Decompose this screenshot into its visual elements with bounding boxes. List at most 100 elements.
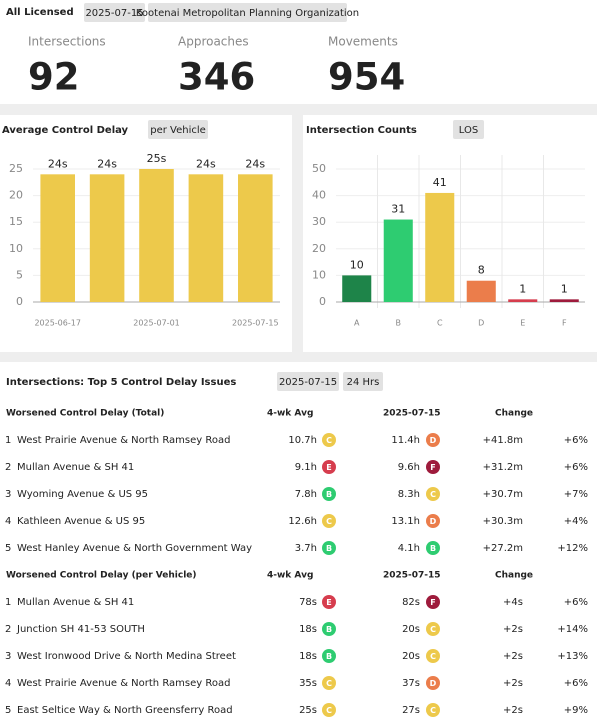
grade-letter: C bbox=[430, 625, 436, 634]
y-tick-label: 0 bbox=[319, 295, 326, 308]
avg-delay: 25s bbox=[299, 705, 317, 716]
bar bbox=[139, 169, 174, 302]
grade-letter: C bbox=[430, 652, 436, 661]
chart-title: Intersection Counts bbox=[306, 125, 417, 136]
y-tick-label: 10 bbox=[312, 268, 326, 281]
grade-badge bbox=[322, 514, 336, 528]
grade-badge bbox=[322, 433, 336, 447]
bar bbox=[89, 174, 125, 302]
grade-letter: C bbox=[326, 706, 332, 715]
table-date-filter[interactable]: 2025-07-15 bbox=[279, 377, 337, 388]
current-delay: 82s bbox=[402, 597, 420, 608]
current-delay: 13.1h bbox=[391, 516, 420, 527]
avg-delay: 18s bbox=[299, 624, 317, 635]
grade-letter: C bbox=[430, 490, 436, 499]
x-tick-label: C bbox=[437, 319, 443, 328]
org-filter-bg[interactable] bbox=[148, 3, 347, 22]
value-label: 1 bbox=[519, 282, 526, 295]
column-header: Change bbox=[495, 409, 533, 419]
date-filter-bg[interactable] bbox=[84, 3, 145, 22]
column-header: Worsened Control Delay (Total) bbox=[6, 409, 164, 419]
current-delay: 9.6h bbox=[398, 462, 420, 473]
intersection-name[interactable]: East Seltice Way & North Greensferry Roa… bbox=[17, 705, 233, 716]
intersection-name[interactable]: West Prairie Avenue & North Ramsey Road bbox=[17, 678, 230, 689]
bar bbox=[342, 275, 372, 302]
y-tick-label: 0 bbox=[16, 295, 23, 308]
x-tick-label: D bbox=[478, 319, 484, 328]
current-delay: 8.3h bbox=[398, 489, 420, 500]
bar bbox=[466, 280, 496, 302]
x-tick-label: 2025-06-17 bbox=[34, 319, 81, 328]
x-tick-label: A bbox=[354, 319, 360, 328]
rank: 1 bbox=[5, 597, 11, 608]
grade-badge bbox=[426, 460, 440, 474]
intersection-name[interactable]: Wyoming Avenue & US 95 bbox=[17, 489, 148, 500]
org-filter[interactable]: Kootenai Metropolitan Planning Organizat… bbox=[136, 8, 359, 19]
intersection-name[interactable]: Junction SH 41-53 SOUTH bbox=[16, 624, 145, 635]
grade-letter: F bbox=[430, 463, 435, 472]
rank: 3 bbox=[5, 489, 11, 500]
grade-badge bbox=[426, 649, 440, 663]
avg-delay: 18s bbox=[299, 651, 317, 662]
grade-badge bbox=[322, 622, 336, 636]
grade-badge bbox=[322, 649, 336, 663]
grade-letter: C bbox=[326, 517, 332, 526]
avg-delay: 35s bbox=[299, 678, 317, 689]
chart-toggle[interactable]: LOS bbox=[459, 125, 478, 136]
grade-letter: D bbox=[430, 517, 437, 526]
change: +31.2m bbox=[483, 462, 523, 473]
table-period-filter-bg[interactable] bbox=[343, 372, 383, 391]
grade-letter: D bbox=[430, 436, 437, 445]
intersection-name[interactable]: West Prairie Avenue & North Ramsey Road bbox=[17, 435, 230, 446]
change-pct: +13% bbox=[557, 651, 588, 662]
grade-badge bbox=[322, 487, 336, 501]
column-header: 2025-07-15 bbox=[383, 571, 441, 581]
chart-toggle[interactable]: per Vehicle bbox=[150, 125, 206, 136]
y-tick-label: 40 bbox=[312, 189, 326, 202]
grade-badge bbox=[426, 676, 440, 690]
column-header: Change bbox=[495, 571, 533, 581]
grade-letter: B bbox=[326, 625, 332, 634]
current-delay: 20s bbox=[402, 624, 420, 635]
grade-badge bbox=[322, 676, 336, 690]
grade-letter: E bbox=[326, 598, 331, 607]
intersection-name[interactable]: Kathleen Avenue & US 95 bbox=[17, 516, 145, 527]
chart-toggle-bg[interactable] bbox=[148, 120, 208, 139]
y-tick-label: 50 bbox=[312, 162, 326, 175]
current-delay: 4.1h bbox=[398, 543, 420, 554]
change: +41.8m bbox=[483, 435, 523, 446]
change: +2s bbox=[503, 624, 523, 635]
chart-title: Average Control Delay bbox=[2, 125, 129, 136]
y-tick-label: 5 bbox=[16, 268, 23, 281]
grade-badge bbox=[322, 541, 336, 555]
kpi-label: Approaches bbox=[178, 35, 249, 49]
grade-badge bbox=[426, 703, 440, 717]
intersection-name[interactable]: Mullan Avenue & SH 41 bbox=[17, 597, 134, 608]
value-label: 41 bbox=[433, 176, 447, 189]
grade-badge bbox=[426, 622, 440, 636]
avg-delay: 12.6h bbox=[288, 516, 317, 527]
current-delay: 37s bbox=[402, 678, 420, 689]
change: +2s bbox=[503, 651, 523, 662]
chart-toggle-bg[interactable] bbox=[453, 120, 484, 139]
change-pct: +12% bbox=[557, 543, 588, 554]
intersection-name[interactable]: Mullan Avenue & SH 41 bbox=[17, 462, 134, 473]
grade-letter: F bbox=[430, 598, 435, 607]
value-label: 24s bbox=[245, 157, 265, 170]
grade-badge bbox=[322, 595, 336, 609]
table-date-filter-bg[interactable] bbox=[277, 372, 339, 391]
date-filter[interactable]: 2025-07-15 bbox=[85, 8, 143, 19]
grade-letter: C bbox=[326, 436, 332, 445]
value-label: 25s bbox=[147, 152, 167, 165]
table-period-filter[interactable]: 24 Hrs bbox=[347, 377, 380, 388]
avg-delay: 3.7h bbox=[295, 543, 317, 554]
grade-letter: D bbox=[430, 679, 437, 688]
intersection-name[interactable]: West Hanley Avenue & North Government Wa… bbox=[17, 543, 252, 554]
intersection-name[interactable]: West Ironwood Drive & North Medina Stree… bbox=[17, 651, 236, 662]
bar bbox=[508, 299, 538, 302]
change-pct: +4% bbox=[564, 516, 588, 527]
change-pct: +6% bbox=[564, 462, 588, 473]
grade-letter: B bbox=[326, 544, 332, 553]
current-delay: 27s bbox=[402, 705, 420, 716]
